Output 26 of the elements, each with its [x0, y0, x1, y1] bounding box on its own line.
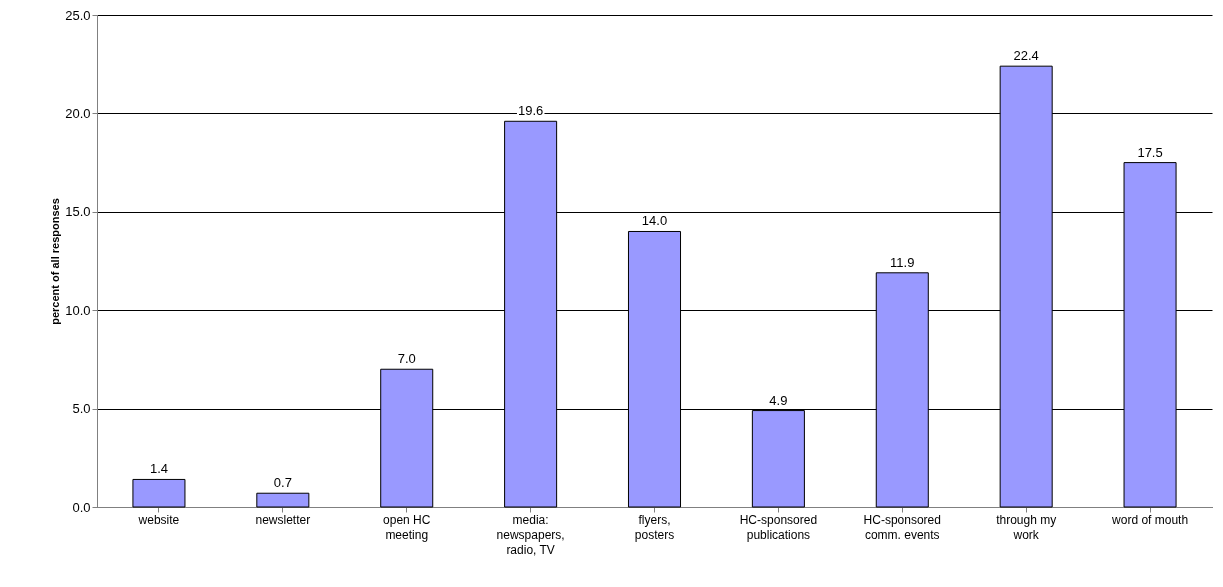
- data-label: 14.0: [641, 213, 668, 229]
- data-label: 1.4: [149, 461, 168, 477]
- y-tick-label: 0.0: [72, 499, 91, 515]
- data-label: 11.9: [890, 254, 915, 270]
- x-tick-label: media: newspapers, radio, TV: [496, 512, 565, 557]
- x-tick-label: flyers, posters: [634, 512, 675, 542]
- y-tick-label: 15.0: [65, 204, 91, 220]
- y-tick-label: 5.0: [72, 401, 91, 417]
- bar: [132, 478, 186, 508]
- y-tick-label: 10.0: [65, 302, 91, 318]
- data-label: 4.9: [769, 392, 788, 408]
- data-label: 17.5: [1137, 144, 1163, 160]
- x-tick-label: open HC meeting: [383, 512, 431, 542]
- x-tick-label: HC-sponsored comm. events: [863, 512, 941, 542]
- y-tick-label: 25.0: [65, 7, 91, 23]
- x-tick-label: HC-sponsored publications: [739, 512, 818, 542]
- data-label: 22.4: [1013, 48, 1039, 64]
- y-tick-label: 20.0: [65, 105, 91, 121]
- data-label: 7.0: [397, 351, 416, 367]
- x-tick-label: website: [137, 512, 180, 527]
- x-tick-label: word of mouth: [1111, 512, 1189, 527]
- x-tick-label: newsletter: [255, 512, 311, 527]
- data-label: 0.7: [273, 475, 292, 491]
- bar: [256, 492, 310, 508]
- x-tick-label: through my work: [996, 512, 1057, 542]
- y-axis-title: percent of all responses: [49, 198, 62, 325]
